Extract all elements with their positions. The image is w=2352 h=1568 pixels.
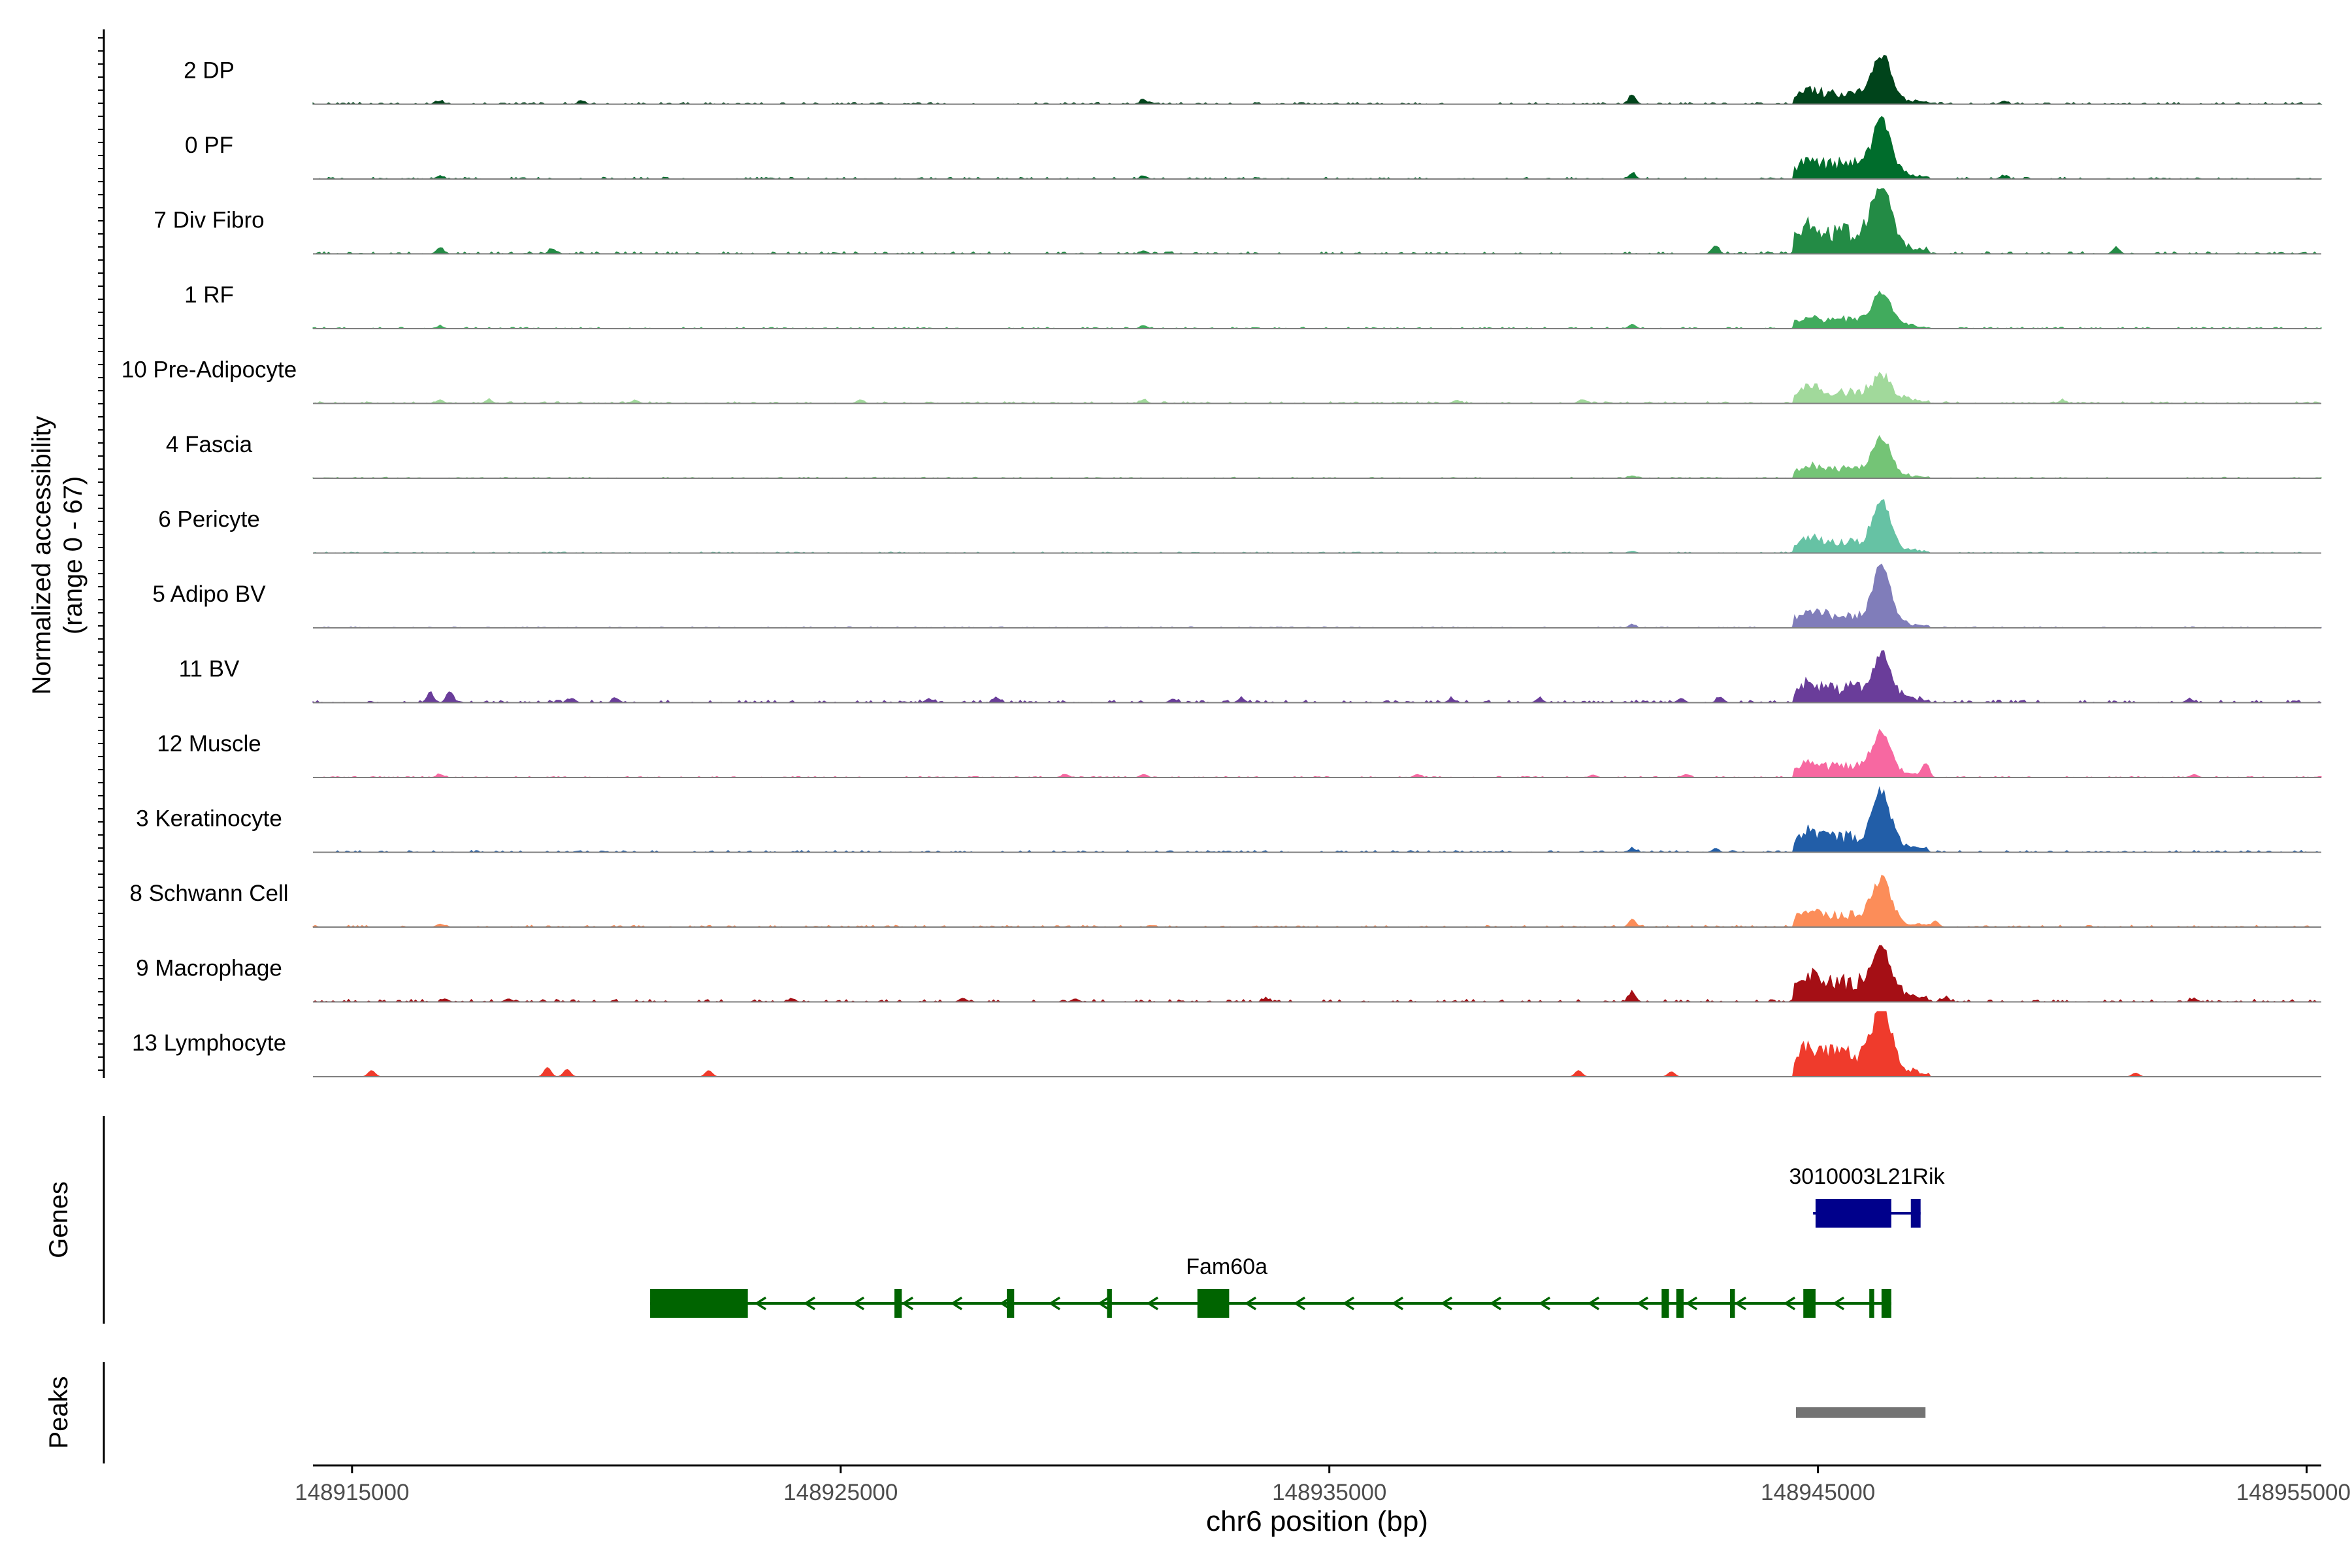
peak-annotations xyxy=(1795,1407,1926,1418)
strand-arrow xyxy=(1391,1296,1404,1311)
strand-arrow xyxy=(803,1296,816,1311)
track-label: 6 Pericyte xyxy=(158,507,260,532)
coverage-track: 4 Fascia xyxy=(166,432,2322,479)
coverage-tracks: 2 DP 0 PF 7 Div Fibro 1 RF 10 Pre-Adipocyte 4… xyxy=(122,54,2323,1077)
strand-arrow xyxy=(901,1296,914,1311)
gene-exon xyxy=(1803,1289,1816,1318)
x-tick-label: 148925000 xyxy=(783,1480,898,1505)
track-label: 3 Keratinocyte xyxy=(136,806,282,832)
gene-exon xyxy=(1197,1289,1230,1318)
track-label: 11 BV xyxy=(179,657,240,682)
gene-exon xyxy=(1661,1289,1669,1318)
gene-model: 3010003L21Rik xyxy=(1789,1164,1946,1228)
gene-exon xyxy=(1676,1289,1684,1318)
gene-exon xyxy=(650,1289,748,1318)
track-label: 10 Pre-Adipocyte xyxy=(122,357,297,383)
peaks-panel-title: Peaks xyxy=(44,1376,73,1448)
coverage-y-ticks xyxy=(98,37,104,1071)
strand-arrow xyxy=(1587,1296,1600,1311)
track-label: 1 RF xyxy=(184,282,234,308)
strand-arrow xyxy=(1783,1296,1796,1311)
strand-arrow xyxy=(1489,1296,1502,1311)
strand-arrow xyxy=(852,1296,865,1311)
coverage-track: 3 Keratinocyte xyxy=(136,786,2322,853)
x-tick-label: 148935000 xyxy=(1272,1480,1386,1505)
track-label: 0 PF xyxy=(185,133,233,158)
peak-bar xyxy=(1795,1407,1926,1418)
strand-arrow xyxy=(1097,1296,1110,1311)
strand-arrow xyxy=(1734,1296,1747,1311)
coverage-track: 12 Muscle xyxy=(157,728,2322,778)
x-axis-ticks: 148915000 148925000 148935000 148945000 1489… xyxy=(295,1465,2351,1505)
gene-exon xyxy=(1815,1199,1891,1228)
x-tick-label: 148915000 xyxy=(295,1480,409,1505)
gene-exon xyxy=(1910,1199,1921,1228)
gene-exon xyxy=(1007,1289,1015,1318)
x-tick-label: 148945000 xyxy=(1761,1480,1875,1505)
coverage-track: 13 Lymphocyte xyxy=(132,1011,2321,1077)
strand-arrow xyxy=(754,1296,767,1311)
track-label: 7 Div Fibro xyxy=(154,208,264,233)
strand-arrow xyxy=(1832,1296,1845,1311)
track-label: 5 Adipo BV xyxy=(152,581,266,607)
gene-exon xyxy=(1107,1289,1112,1318)
strand-arrow xyxy=(1342,1296,1355,1311)
coverage-track: 8 Schwann Cell xyxy=(129,874,2321,928)
strand-arrow xyxy=(1146,1296,1159,1311)
gene-exon xyxy=(1869,1289,1874,1318)
gene-label: Fam60a xyxy=(1186,1254,1267,1279)
gene-model: Fam60a xyxy=(650,1254,1891,1318)
track-label: 9 Macrophage xyxy=(136,956,282,981)
strand-arrow xyxy=(1244,1296,1257,1311)
strand-arrow xyxy=(1538,1296,1551,1311)
coverage-track: 0 PF xyxy=(185,116,2322,180)
y-axis-title-line2: (range 0 - 67) xyxy=(59,476,88,634)
x-axis-title: chr6 position (bp) xyxy=(1206,1505,1428,1537)
gene-exon xyxy=(1881,1289,1891,1318)
strand-arrow xyxy=(1685,1296,1698,1311)
coverage-track: 5 Adipo BV xyxy=(152,563,2322,629)
gene-exon xyxy=(1730,1289,1735,1318)
gene-label: 3010003L21Rik xyxy=(1789,1164,1945,1189)
coverage-track: 2 DP xyxy=(184,54,2323,105)
x-tick-label: 148955000 xyxy=(2236,1480,2351,1505)
strand-arrow xyxy=(1440,1296,1453,1311)
coverage-track: 10 Pre-Adipocyte xyxy=(122,357,2322,404)
coverage-track: 7 Div Fibro xyxy=(154,188,2321,255)
strand-arrow xyxy=(1048,1296,1061,1311)
coverage-track: 11 BV xyxy=(179,650,2322,704)
coverage-track: 1 RF xyxy=(184,282,2322,329)
track-label: 4 Fascia xyxy=(166,432,253,457)
y-axis-title-line1: Normalized accessibility xyxy=(27,416,56,695)
track-label: 13 Lymphocyte xyxy=(132,1030,286,1056)
strand-arrow xyxy=(950,1296,963,1311)
strand-arrow xyxy=(1636,1296,1649,1311)
coverage-track: 6 Pericyte xyxy=(158,498,2321,554)
coverage-track: 9 Macrophage xyxy=(136,945,2321,1003)
gene-annotations: 3010003L21Rik Fam60a xyxy=(650,1164,1946,1318)
track-label: 12 Muscle xyxy=(157,731,261,757)
gene-exon xyxy=(894,1289,902,1318)
track-label: 2 DP xyxy=(184,58,235,84)
genes-panel-title: Genes xyxy=(44,1181,73,1258)
strand-arrow xyxy=(1293,1296,1306,1311)
track-label: 8 Schwann Cell xyxy=(129,881,288,906)
